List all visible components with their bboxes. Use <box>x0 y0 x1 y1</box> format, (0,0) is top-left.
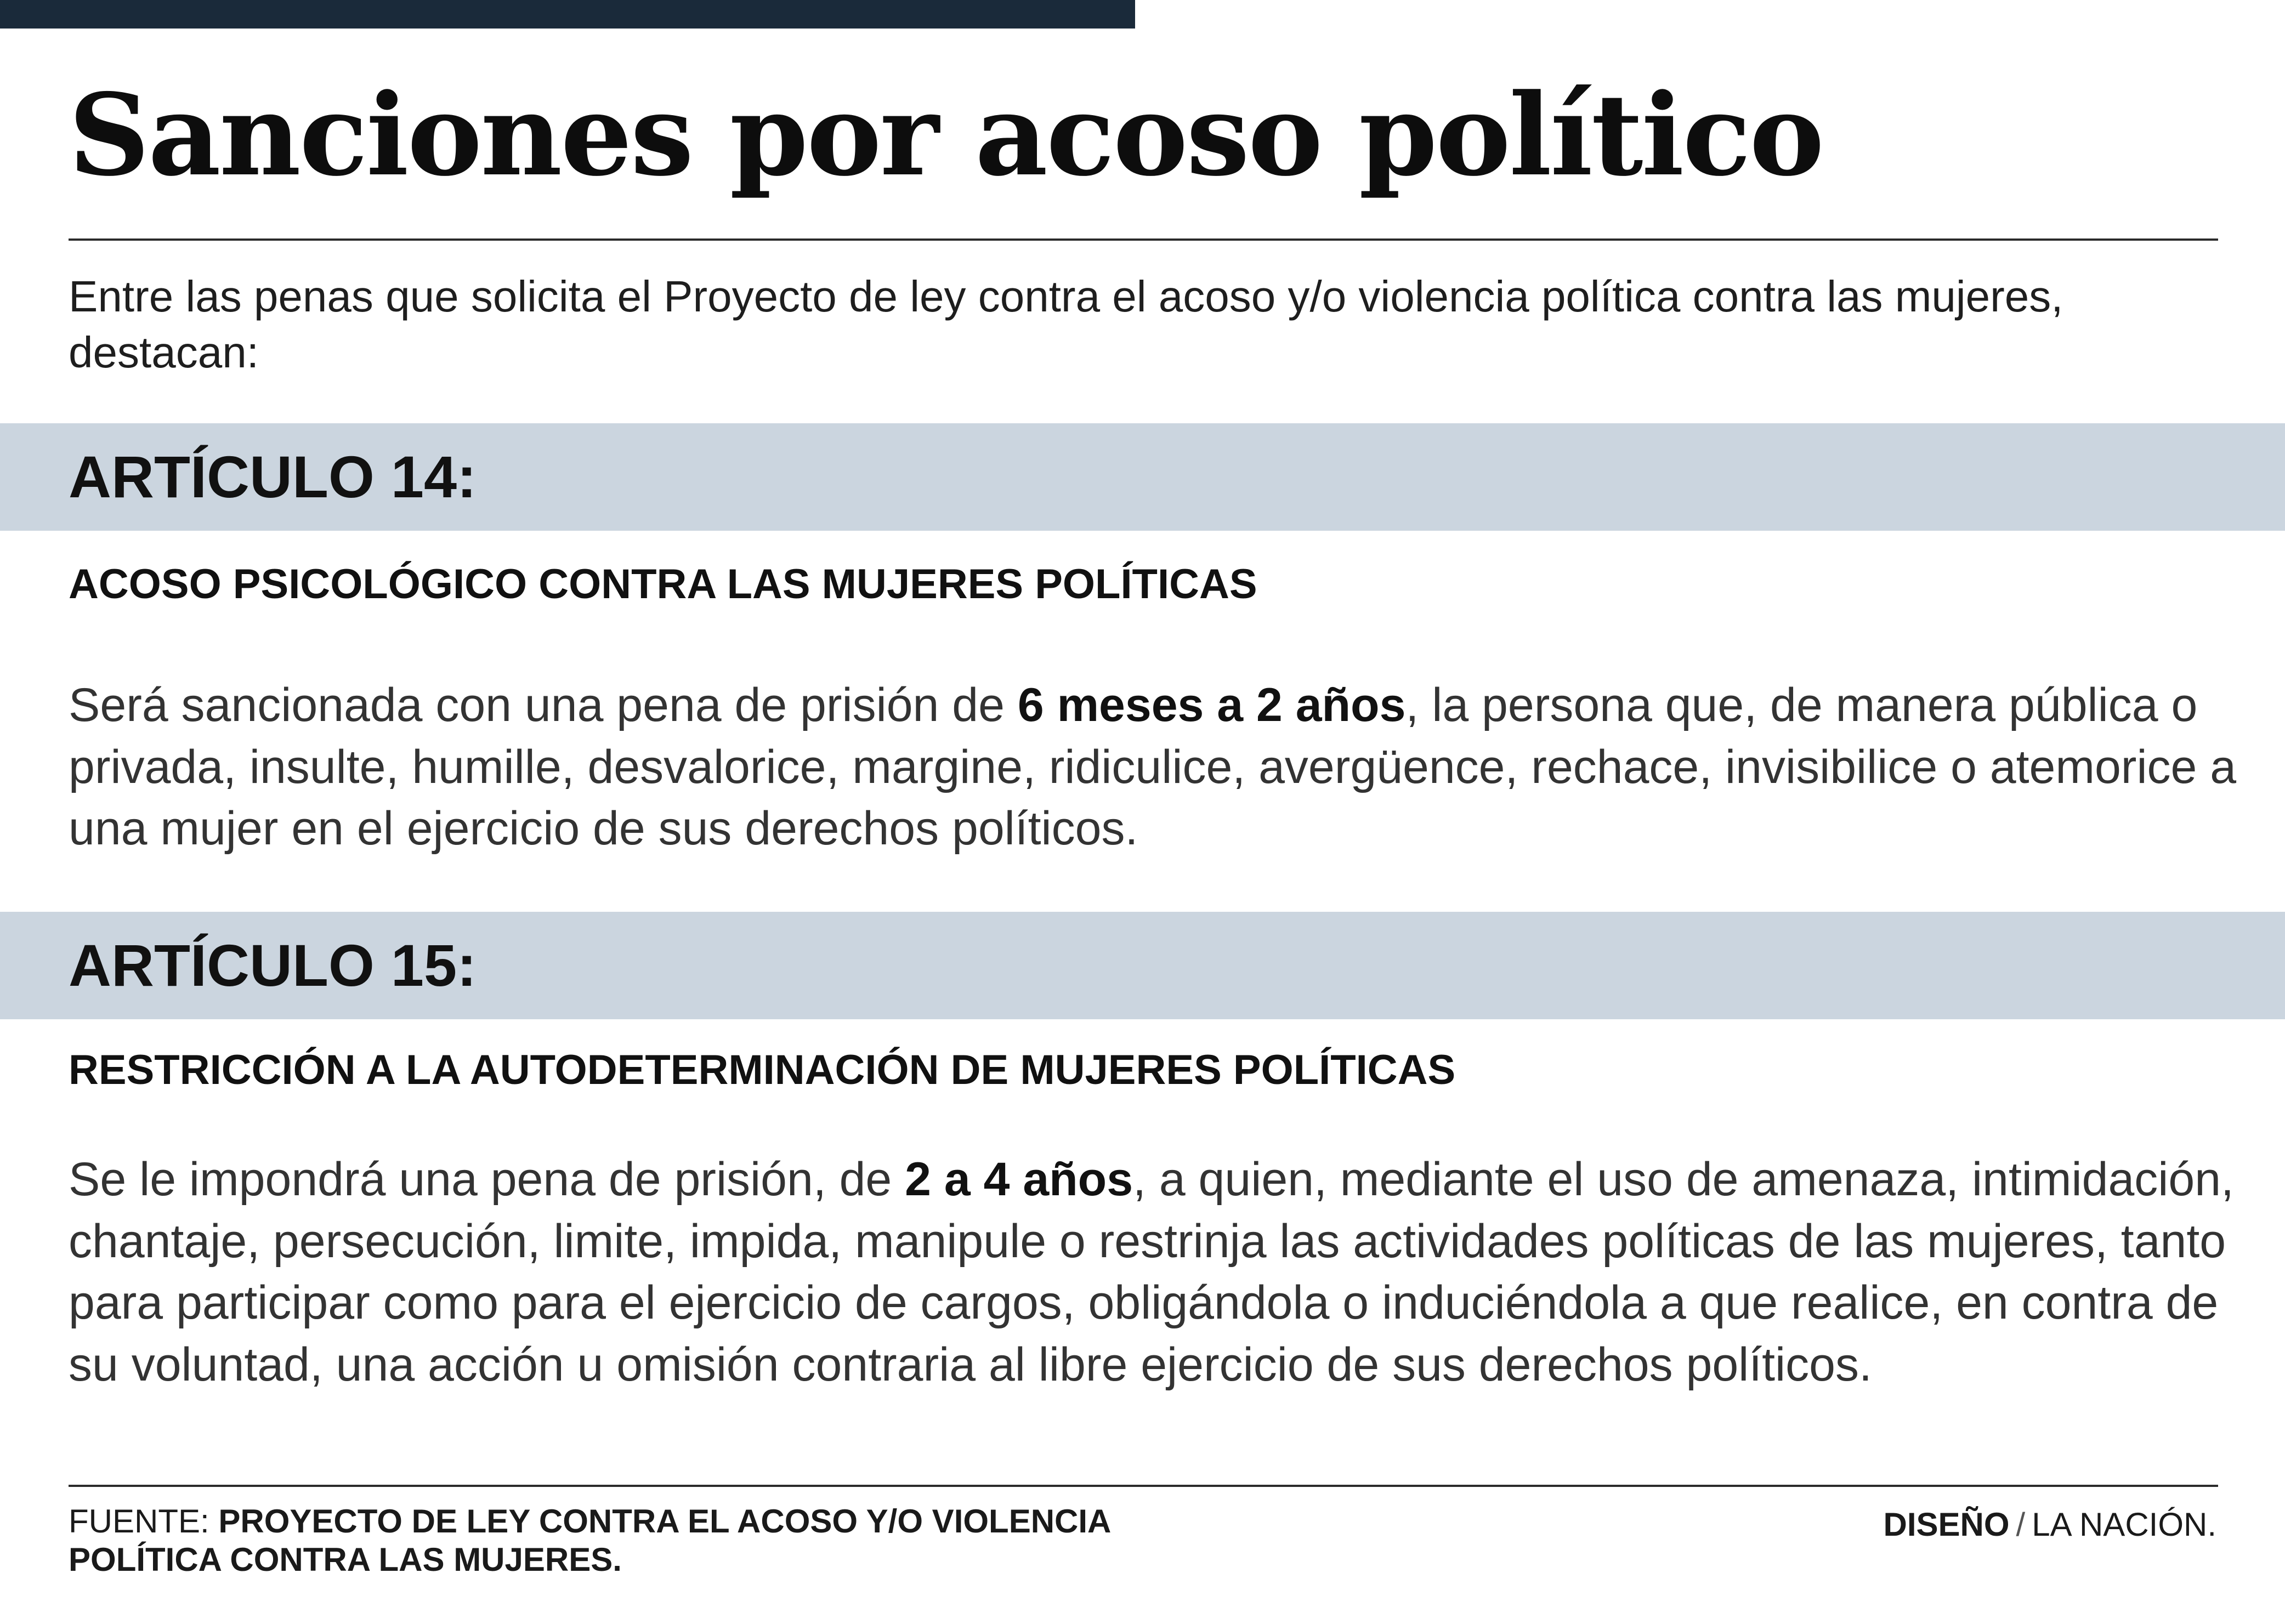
source-text: PROYECTO DE LEY CONTRA EL ACOSO Y/O VIOL… <box>69 1503 1110 1578</box>
footer-credit: DISEÑO / LA NACIÓN. <box>1884 1506 2217 1544</box>
article-14-body-before: Será sancionada con una pena de prisión … <box>69 679 1018 731</box>
article-15-body-before: Se le impondrá una pena de prisión, de <box>69 1153 905 1206</box>
article-14-body: Será sancionada con una pena de prisión … <box>69 674 2256 860</box>
page-title: Sanciones por acoso político <box>69 70 1824 201</box>
article-15-penalty: 2 a 4 años <box>905 1153 1133 1206</box>
footer-divider <box>69 1485 2218 1487</box>
article-15-label: ARTÍCULO 15: <box>69 932 477 998</box>
credit-name: LA NACIÓN. <box>2032 1506 2216 1543</box>
article-14-penalty: 6 meses a 2 años <box>1017 679 1406 731</box>
article-15-band: ARTÍCULO 15: <box>0 912 2285 1019</box>
article-15-body: Se le impondrá una pena de prisión, de 2… <box>69 1149 2256 1396</box>
title-divider <box>69 239 2218 241</box>
top-accent-bar <box>0 0 1135 29</box>
article-15-body-after: , a quien, mediante el uso de amenaza, i… <box>69 1153 2234 1391</box>
footer-source: FUENTE: PROYECTO DE LEY CONTRA EL ACOSO … <box>69 1502 1165 1579</box>
article-14-band: ARTÍCULO 14: <box>0 423 2285 531</box>
article-14-subheading: ACOSO PSICOLÓGICO CONTRA LAS MUJERES POL… <box>69 561 1257 607</box>
article-15-subheading: RESTRICCIÓN A LA AUTODETERMINACIÓN DE MU… <box>69 1047 1456 1093</box>
intro-text: Entre las penas que solicita el Proyecto… <box>69 272 2063 377</box>
credit-label: DISEÑO <box>1883 1506 2010 1543</box>
credit-separator: / <box>2016 1506 2026 1543</box>
article-14-label: ARTÍCULO 14: <box>69 444 477 510</box>
article-14-body-after: , la persona que, de manera pública o pr… <box>69 679 2237 855</box>
source-label: FUENTE: <box>69 1503 219 1540</box>
